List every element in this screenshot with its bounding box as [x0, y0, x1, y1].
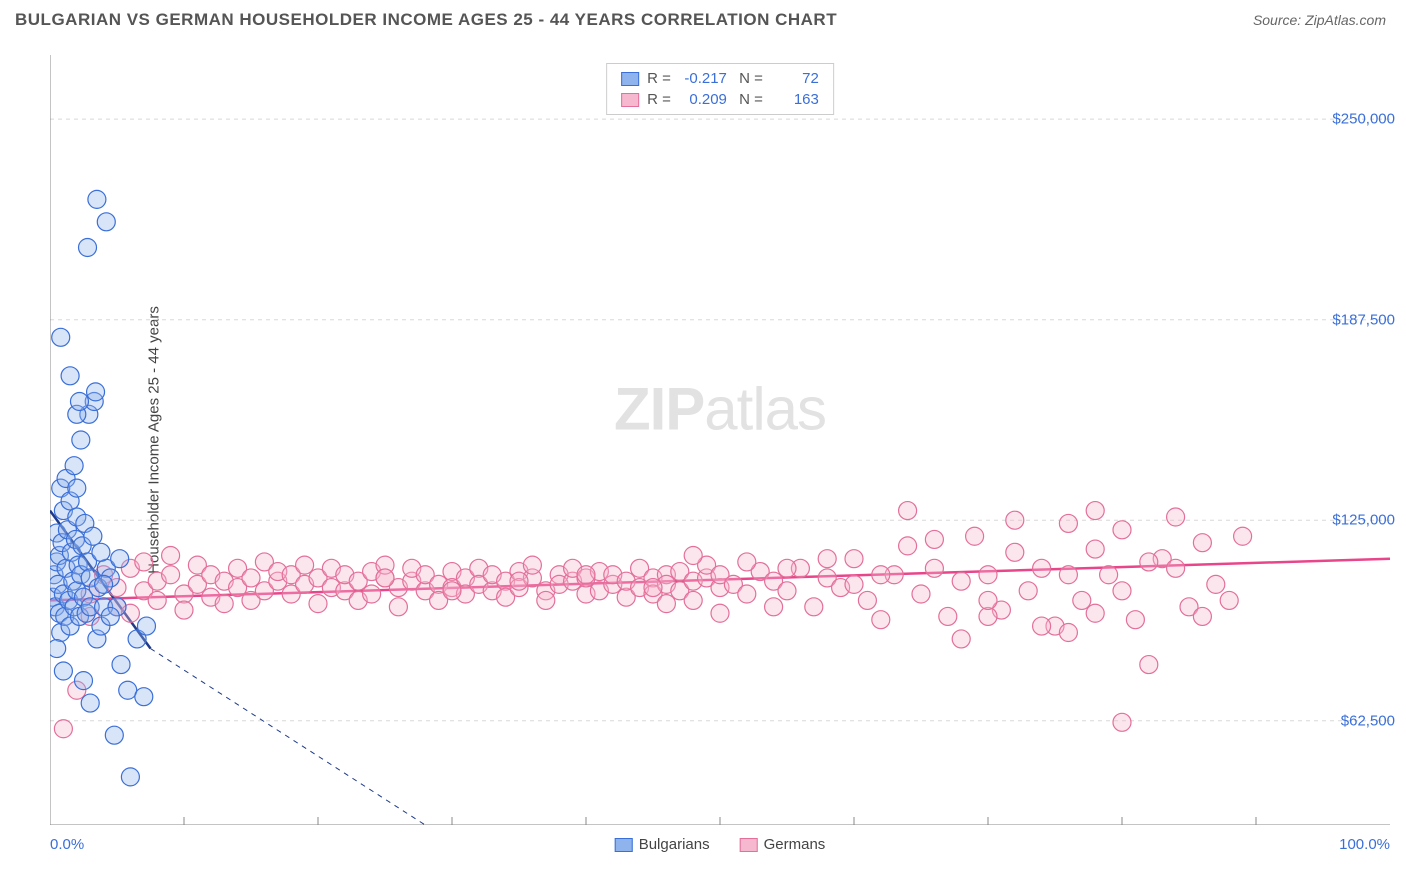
- stats-row-germans: R =0.209 N =163: [621, 89, 819, 110]
- legend-item-germans: Germans: [740, 836, 826, 853]
- x-tick-label: 0.0%: [50, 836, 84, 853]
- legend-item-bulgarians: Bulgarians: [615, 836, 710, 853]
- y-tick-label: $62,500: [1341, 712, 1395, 729]
- chart-container: Householder Income Ages 25 - 44 years ZI…: [50, 55, 1390, 825]
- scatter-plot: [50, 55, 1390, 825]
- x-tick-label: 100.0%: [1339, 836, 1390, 853]
- y-tick-label: $250,000: [1332, 111, 1395, 128]
- chart-title: BULGARIAN VS GERMAN HOUSEHOLDER INCOME A…: [15, 10, 837, 30]
- stats-row-bulgarians: R =-0.217 N =72: [621, 68, 819, 89]
- correlation-stats-box: R =-0.217 N =72 R =0.209 N =163: [606, 63, 834, 115]
- y-tick-label: $125,000: [1332, 512, 1395, 529]
- source-attribution: Source: ZipAtlas.com: [1253, 12, 1386, 28]
- legend: Bulgarians Germans: [615, 836, 826, 853]
- y-tick-label: $187,500: [1332, 311, 1395, 328]
